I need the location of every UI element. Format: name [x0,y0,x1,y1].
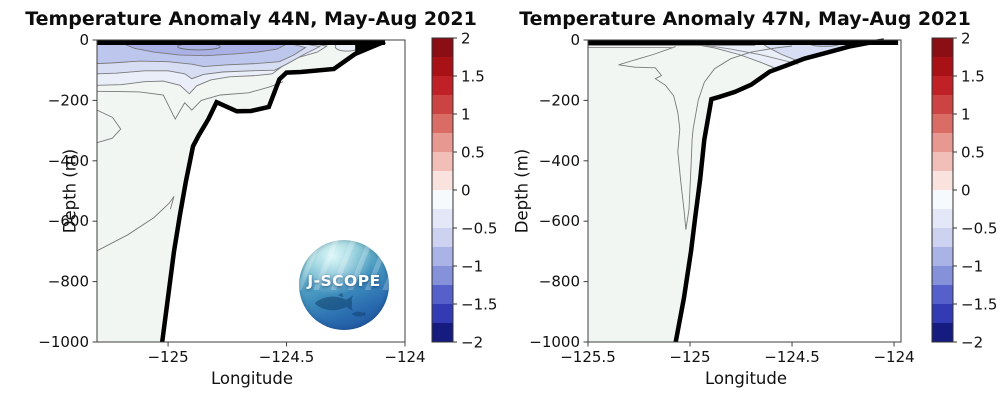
colorbar-segment [432,304,453,324]
x-tick-label: −124 [384,348,425,366]
contour-line [96,196,175,252]
contour-line [96,81,284,121]
colorbar-tick-label: −2 [961,334,983,352]
colorbar-segment [932,95,953,115]
panel1-title: Temperature Anomaly 44N, May-Aug 2021 [25,8,477,30]
colorbar-segment [932,171,953,191]
colorbar-segment [932,228,953,248]
panel2-title: Temperature Anomaly 47N, May-Aug 2021 [519,8,971,30]
colorbar-segment [432,152,453,172]
x-tick-label: −125 [147,348,188,366]
colorbar-segment [432,95,453,115]
contour-line [618,45,793,230]
colorbar-segment [932,38,953,58]
surface-line [97,40,385,45]
y-tick-label: −400 [539,152,580,170]
colorbar-segment [932,323,953,343]
panel1-ylabel: Depth (m) [60,148,80,234]
colorbar-tick-label: −1 [461,258,483,276]
y-tick-label: −200 [48,91,89,109]
colorbar-segment [432,76,453,96]
colorbar-segment [932,285,953,305]
colorbar-segment [432,133,453,153]
colorbar-tick-label: −1 [961,258,983,276]
colorbar-segment [432,209,453,229]
colorbar-tick-label: −1.5 [461,296,497,314]
colorbar-tick-label: −0.5 [961,220,997,238]
ocean-region [97,40,385,342]
y-tick-label: −400 [48,152,89,170]
y-tick-label: −600 [539,212,580,230]
bathymetry-line [673,38,885,343]
y-tick-label: 0 [79,31,89,49]
colorbar-tick-label: 2 [961,30,971,48]
axes-frame [96,39,406,343]
contour-line [96,109,122,144]
colorbar-segment [932,247,953,267]
colorbar-tick-label: 0.5 [461,144,485,162]
y-tick-label: −600 [48,212,89,230]
colorbar-segment [432,190,453,210]
colorbar-tick-label: −1.5 [961,296,997,314]
colorbar-segment [932,57,953,77]
colorbar-tick-label: 0 [961,182,971,200]
jscope-logo-text: J-SCOPE [307,272,381,290]
colorbar-segment [932,114,953,134]
colorbar-segment [432,171,453,191]
jscope-logo: J-SCOPE [299,240,389,330]
colorbar-segment [432,38,453,58]
panel2-xlabel: Longitude [704,369,788,388]
colorbar-segment [932,76,953,96]
colorbar-segment [432,285,453,305]
x-tick-label: −124 [873,348,914,366]
ocean-region [588,40,884,342]
colorbar-segment [432,323,453,343]
fish-icon [314,292,354,312]
colorbar-tick-label: 0.5 [961,144,985,162]
colorbar-tick-label: 1 [461,106,471,124]
colorbar-tick-label: 1 [961,106,971,124]
y-tick-label: −1000 [38,333,89,351]
y-tick-label: −200 [539,91,580,109]
colorbar-tick-label: −0.5 [461,220,497,238]
y-tick-label: −1000 [529,333,580,351]
panel2-ylabel: Depth (m) [512,148,532,234]
colorbar-tick-label: 1.5 [461,68,485,86]
colorbar-segment [432,57,453,77]
colorbar-segment [432,247,453,267]
colorbar-segment [932,133,953,153]
surface-line [588,40,899,45]
colorbar-segment [432,228,453,248]
bathymetry-line [159,39,386,343]
colorbar-segment [932,304,953,324]
axes-frame [587,39,902,343]
y-tick-label: −800 [539,273,580,291]
colorbar-tick-label: −2 [461,334,483,352]
x-tick-label: −124.5 [259,348,315,366]
colorbar-segment [932,266,953,286]
colorbar-segment [932,190,953,210]
colorbar-tick-label: 2 [461,30,471,48]
y-tick-label: 0 [570,31,580,49]
colorbar-segment [932,152,953,172]
colorbar-segment [432,266,453,286]
colorbar-segment [932,209,953,229]
x-tick-label: −125.5 [560,348,616,366]
x-tick-label: −124.5 [764,348,820,366]
x-tick-label: −125 [669,348,710,366]
colorbar-tick-label: 1.5 [961,68,985,86]
logo-light-rays [299,240,389,290]
y-tick-label: −800 [48,273,89,291]
colorbar-tick-label: 0 [461,182,471,200]
panel1-xlabel: Longitude [210,369,294,388]
small-fish-icon [351,311,366,317]
colorbar-segment [432,114,453,134]
contour-line [702,44,799,65]
